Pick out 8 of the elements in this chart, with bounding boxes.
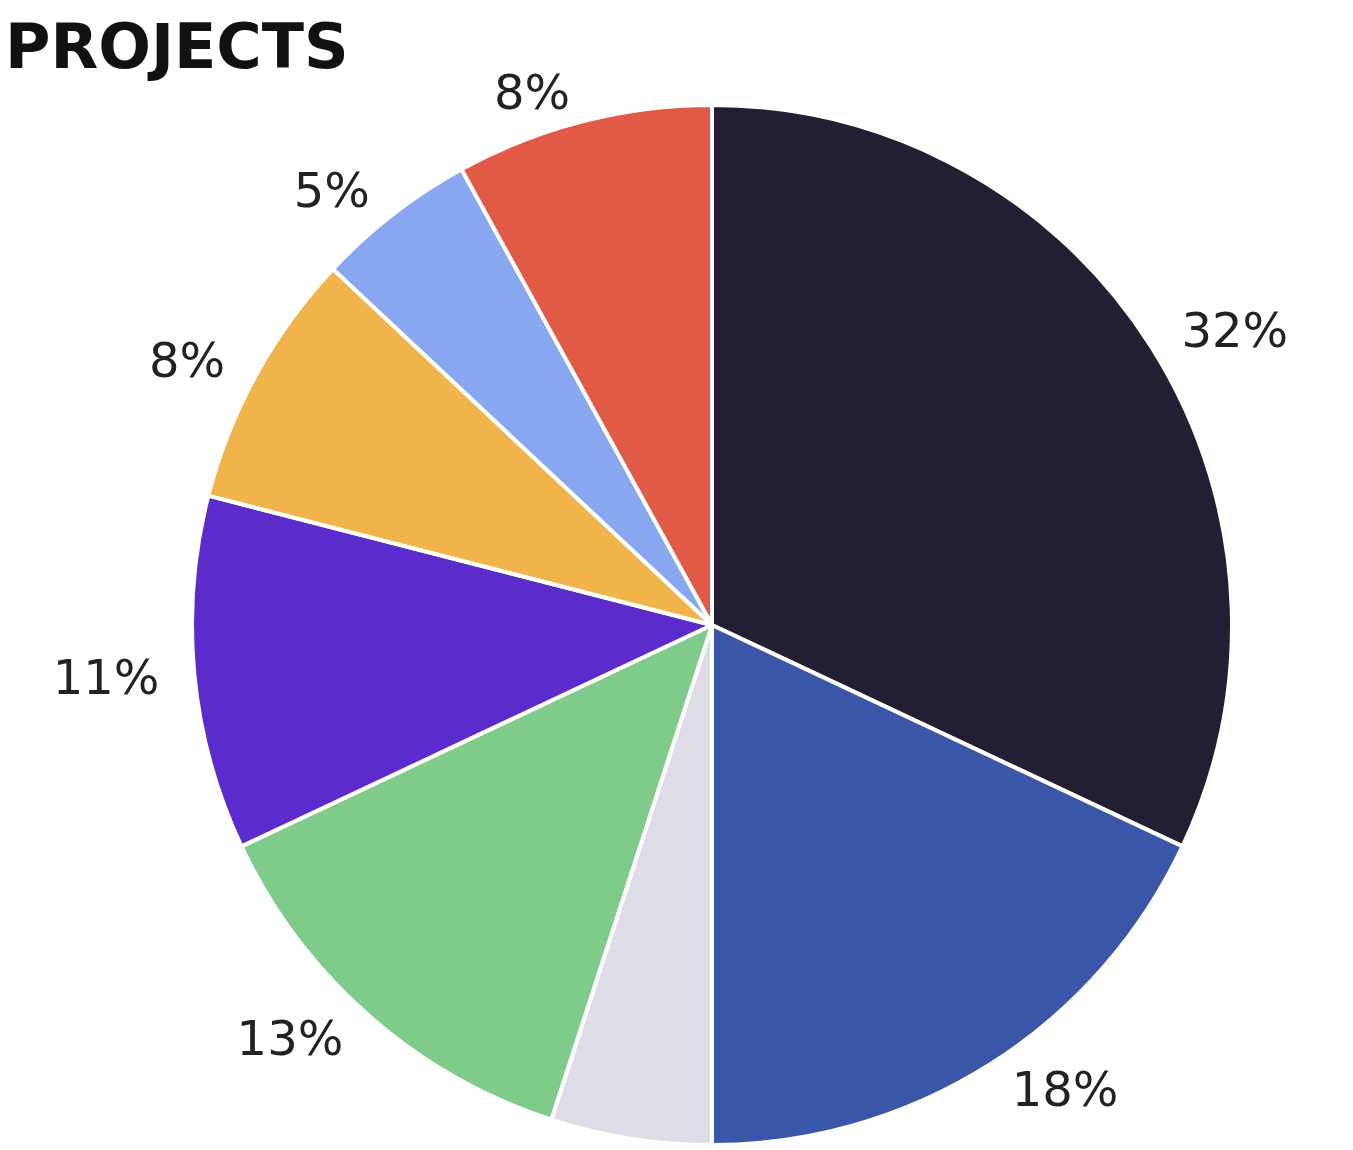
data-label: 5% [293,162,370,219]
chart-title: PROJECTS [5,9,349,83]
data-label: 8% [148,332,226,389]
data-label: 8% [494,64,571,121]
data-label: 13% [236,1009,344,1066]
data-label: 18% [1011,1061,1119,1118]
data-label: 32% [1181,302,1289,359]
data-label: 11% [52,648,160,705]
